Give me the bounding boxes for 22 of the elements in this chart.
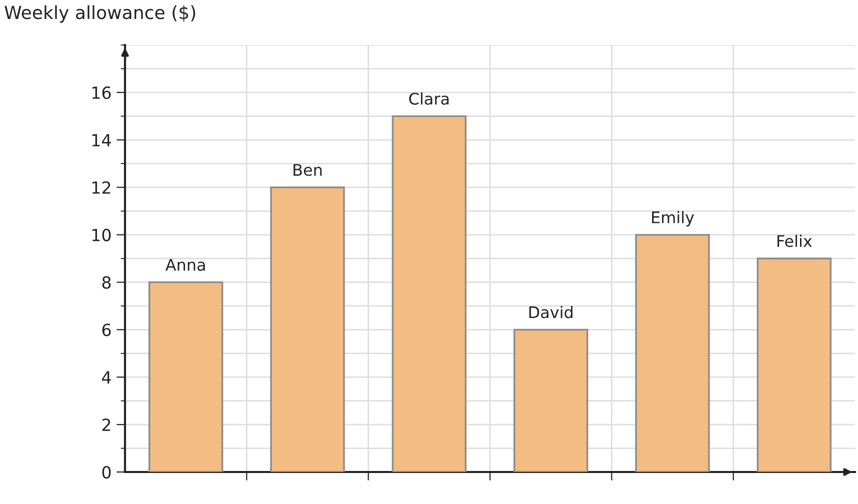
- bar: [148, 281, 224, 472]
- x-tick-label: Anna: [165, 258, 205, 271]
- bar: [392, 115, 466, 472]
- y-tick-label: 2: [102, 418, 110, 431]
- y-tick-label: 4: [102, 371, 111, 384]
- y-tick-label: 14: [92, 134, 111, 146]
- y-tick-label: 8: [102, 276, 111, 289]
- y-tick-label: 16: [92, 86, 111, 100]
- bar: [270, 186, 345, 472]
- y-tick-label: 10: [92, 228, 111, 242]
- y-tick-label: 12: [92, 181, 110, 194]
- y-tick-label: 0: [102, 466, 111, 479]
- y-tick-label: 6: [102, 324, 111, 336]
- bar: [635, 234, 710, 472]
- x-tick-label: Clara: [409, 92, 449, 105]
- x-tick-label: Emily: [652, 211, 694, 226]
- bar: [514, 328, 588, 472]
- x-tick-label: Ben: [294, 164, 322, 176]
- x-tick-label: David: [529, 306, 572, 318]
- y-axis-title: Weekly allowance ($): [4, 5, 196, 23]
- x-tick-label: Felix: [778, 234, 812, 248]
- bar: [756, 258, 832, 472]
